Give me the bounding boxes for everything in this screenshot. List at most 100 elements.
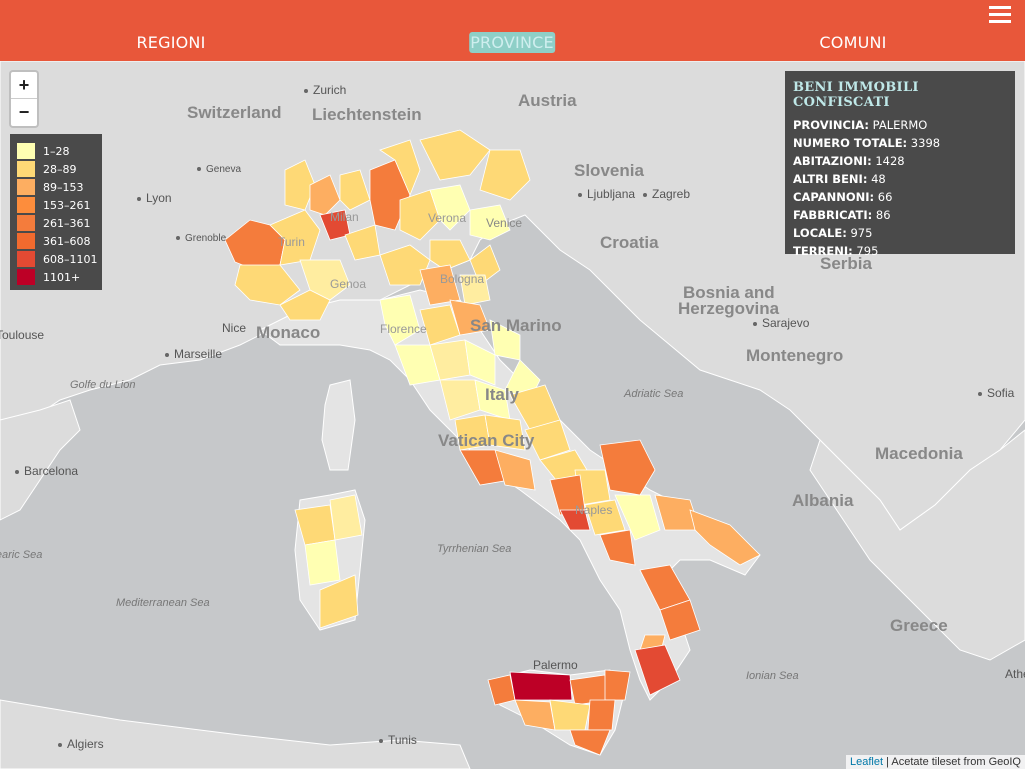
map-label-zagreb: Zagreb (643, 187, 690, 201)
info-value: 3398 (907, 136, 941, 150)
zoom-control: + − (9, 70, 39, 128)
legend: 1–28 28–89 89–153 153–261 261–361 361–608 608–… (10, 134, 102, 290)
map-label-athens: Athens (1005, 667, 1025, 681)
legend-label: 261–361 (43, 216, 91, 230)
info-row: CAPANNONI: 66 (793, 188, 1007, 206)
info-key: ABITAZIONI: (793, 154, 872, 168)
map-label-naples: Naples (575, 503, 613, 517)
info-key: TERRENI: (793, 244, 853, 258)
tileset-credit: | Acetate tileset from GeoIQ (883, 756, 1021, 768)
map-label-balearic-sea: Balearic Sea (0, 549, 43, 561)
legend-swatch (17, 269, 35, 285)
map-label-barcelona: Barcelona (15, 464, 78, 478)
map-label-marseille: Marseille (165, 347, 222, 361)
map-label-montenegro: Montenegro (746, 346, 844, 365)
legend-swatch (17, 197, 35, 213)
info-key: PROVINCIA: (793, 118, 869, 132)
info-row: LOCALE: 975 (793, 224, 1007, 242)
map-label-verona: Verona (428, 211, 467, 225)
nav-province[interactable]: PROVINCE (469, 32, 555, 53)
legend-item: 261–361 (10, 214, 102, 232)
map-label-golfe-du-lion: Golfe du Lion (70, 379, 136, 391)
map-label-ionian-sea: Ionian Sea (746, 670, 799, 682)
map-label-albania: Albania (792, 491, 854, 510)
map-label-bologna: Bologna (440, 272, 485, 286)
info-value: 1428 (871, 154, 905, 168)
map-label-turin: Turin (278, 235, 305, 249)
map-label-sarajevo: Sarajevo (753, 316, 809, 330)
map-label-herzegovina: Herzegovina (678, 299, 780, 318)
map-label-slovenia: Slovenia (574, 161, 644, 180)
info-value: PALERMO (869, 118, 928, 132)
map-label-tunis: Tunis (379, 733, 417, 747)
info-key: LOCALE: (793, 226, 847, 240)
info-key: CAPANNONI: (793, 190, 875, 204)
legend-item: 153–261 (10, 196, 102, 214)
map-label-mediterranean-sea: Mediterranean Sea (116, 597, 210, 609)
zoom-in-button[interactable]: + (18, 75, 30, 95)
map-attribution: Leaflet | Acetate tileset from GeoIQ (845, 755, 1025, 769)
info-row: PROVINCIA: PALERMO (793, 116, 1007, 134)
info-key: NUMERO TOTALE: (793, 136, 908, 150)
map-label-macedonia: Macedonia (875, 444, 963, 463)
leaflet-link[interactable]: Leaflet (849, 756, 884, 768)
map-label-adriatic-sea: Adriatic Sea (624, 388, 684, 400)
map-label-algiers: Algiers (58, 737, 104, 751)
map-label-sofia: Sofia (978, 386, 1014, 400)
map-label-switzerland: Switzerland (187, 103, 282, 122)
legend-label: 1101+ (43, 270, 81, 284)
legend-swatch (17, 161, 35, 177)
map-label-vatican: Vatican City (438, 431, 535, 450)
info-row: ABITAZIONI: 1428 (793, 152, 1007, 170)
info-row: NUMERO TOTALE: 3398 (793, 134, 1007, 152)
map-label-serbia: Serbia (820, 254, 872, 273)
legend-item: 1–28 (10, 142, 102, 160)
map-label-grenoble: Grenoble (176, 233, 226, 244)
map-label-tyrrhenian-sea: Tyrrhenian Sea (437, 543, 512, 555)
info-key: FABBRICATI: (793, 208, 873, 222)
map-label-liechtenstein: Liechtenstein (312, 105, 422, 124)
map-label-italy: Italy (485, 385, 520, 404)
map-label-zurich: Zurich (304, 83, 346, 97)
map-label-san-marino: San Marino (470, 316, 562, 335)
nav-comuni[interactable]: COMUNI (819, 33, 887, 52)
legend-label: 153–261 (43, 198, 91, 212)
legend-label: 28–89 (43, 162, 77, 176)
legend-item: 28–89 (10, 160, 102, 178)
info-row: ALTRI BENI: 48 (793, 170, 1007, 188)
info-row: FABBRICATI: 86 (793, 206, 1007, 224)
map-label-palermo: Palermo (533, 658, 578, 672)
legend-swatch (17, 215, 35, 231)
map-label-lyon: Lyon (137, 191, 172, 205)
map-label-austria: Austria (518, 91, 577, 110)
map-label-nice: Nice (222, 321, 247, 335)
info-panel: BENI IMMOBILI CONFISCATI PROVINCIA: PALE… (785, 71, 1015, 258)
legend-swatch (17, 233, 35, 249)
map-label-monaco: Monaco (256, 323, 321, 342)
hamburger-menu-icon[interactable] (989, 6, 1011, 24)
legend-label: 361–608 (43, 234, 91, 248)
legend-swatch (17, 251, 35, 267)
legend-swatch (17, 143, 35, 159)
map-label-greece: Greece (890, 616, 948, 635)
legend-label: 608–1101 (43, 252, 98, 266)
info-value: 48 (867, 172, 886, 186)
info-key: ALTRI BENI: (793, 172, 868, 186)
map-label-milan: Milan (330, 210, 359, 224)
legend-item: 361–608 (10, 232, 102, 250)
map-label-ljubljana: Ljubljana (578, 187, 635, 201)
legend-item: 608–1101 (10, 250, 102, 268)
info-row: TERRENI: 795 (793, 242, 1007, 260)
nav-regioni[interactable]: REGIONI (136, 33, 206, 52)
map-svg (0, 61, 1025, 769)
legend-item: 1101+ (10, 268, 102, 286)
nav-province-label: PROVINCE (470, 33, 554, 52)
map-label-croatia: Croatia (600, 233, 659, 252)
zoom-out-button[interactable]: − (11, 98, 37, 125)
map-label-florence: Florence (380, 322, 427, 336)
info-title: BENI IMMOBILI CONFISCATI (793, 80, 919, 110)
info-value: 975 (846, 226, 873, 240)
legend-swatch (17, 179, 35, 195)
info-value: 66 (874, 190, 893, 204)
map-label-bosnia: Bosnia and (683, 283, 775, 302)
